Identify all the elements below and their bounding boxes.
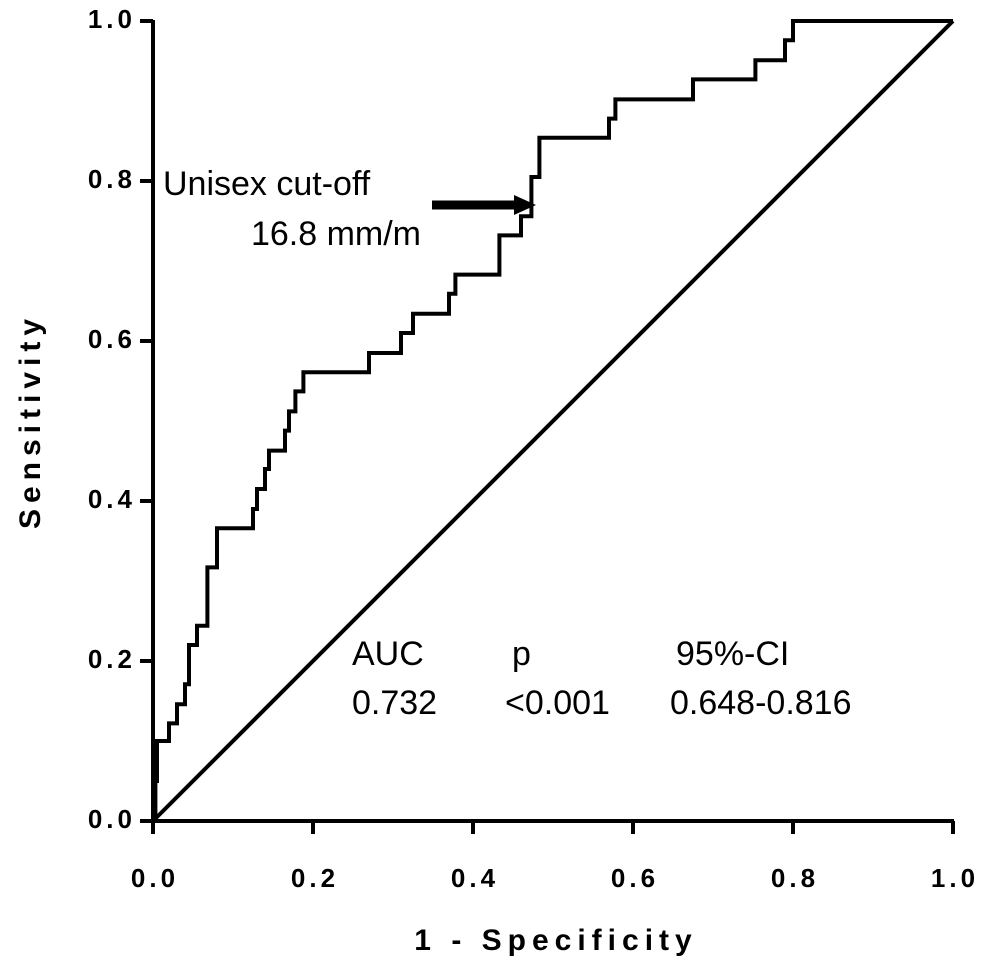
- annotation: p: [512, 635, 531, 673]
- annotation: Unisex cut-off: [163, 165, 371, 203]
- arrow-head: [514, 195, 536, 215]
- y-tick-label: 0.6: [88, 324, 136, 354]
- annotation: 95%-CI: [676, 635, 789, 673]
- x-tick-label: 0.2: [291, 863, 339, 893]
- annotation: AUC: [352, 635, 424, 673]
- y-tick-label: 0.0: [88, 804, 136, 834]
- annotation: 16.8 mm/m: [251, 215, 421, 253]
- roc-line: [153, 19, 953, 823]
- y-tick-label: 0.4: [88, 484, 136, 514]
- y-tick-label: 1.0: [88, 4, 136, 34]
- y-tick-label: 0.2: [88, 644, 136, 674]
- x-axis-title: 1 - Specificity: [414, 924, 697, 957]
- x-tick-label: 0.0: [131, 863, 179, 893]
- annotation: <0.001: [505, 684, 610, 722]
- x-tick-label: 0.6: [611, 863, 659, 893]
- y-axis-title: Sensitivity: [14, 313, 47, 529]
- y-tick-label: 0.8: [88, 164, 136, 194]
- x-tick-label: 0.8: [771, 863, 819, 893]
- x-tick-label: 1.0: [931, 863, 979, 893]
- annotation: 0.732: [352, 684, 437, 722]
- x-tick-label: 0.4: [451, 863, 499, 893]
- roc-line: [151, 19, 955, 823]
- annotation: 0.648-0.816: [670, 684, 852, 722]
